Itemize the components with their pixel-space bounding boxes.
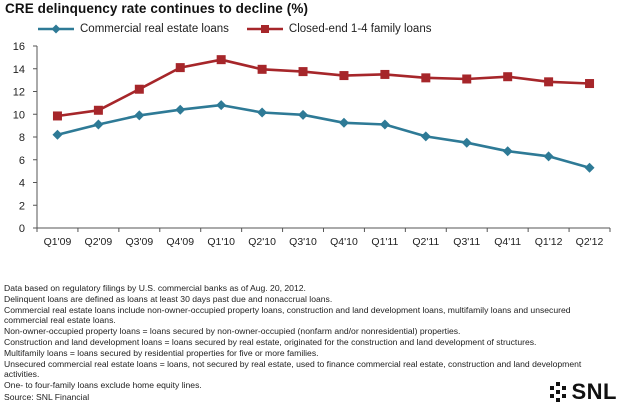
x-tick-label: Q3'09 [125, 236, 153, 248]
x-tick-label: Q1'11 [371, 236, 398, 248]
data-point-diamond [543, 151, 554, 162]
y-tick-label: 0 [19, 223, 25, 235]
data-point-diamond [502, 146, 513, 157]
note-line: Commercial real estate loans include non… [4, 304, 571, 326]
data-point-diamond [379, 119, 390, 130]
data-point-square [380, 69, 390, 79]
snl-logo-mark-icon [549, 382, 566, 402]
data-point-diamond [338, 117, 349, 128]
data-point-square [216, 55, 226, 65]
legend-swatch-commercial [38, 24, 74, 34]
data-point-diamond [584, 162, 595, 173]
series-line-1 [57, 58, 590, 118]
data-point-square [585, 79, 595, 89]
data-point-square [257, 64, 267, 74]
x-tick-label: Q4'10 [330, 236, 358, 248]
note-line: Data based on regulatory filings by U.S.… [4, 283, 306, 293]
legend-label-commercial: Commercial real estate loans [80, 23, 229, 35]
series-line-0 [57, 103, 590, 169]
data-point-square [339, 71, 349, 81]
data-point-square [175, 63, 185, 73]
data-point-square [544, 77, 554, 87]
x-tick-label: Q1'09 [44, 236, 72, 248]
x-tick-label: Q1'12 [535, 236, 563, 248]
note-line: Construction and land development loans … [4, 336, 537, 347]
data-point-diamond [216, 100, 227, 111]
y-tick-label: 4 [19, 178, 25, 190]
note-line: Unsecured commercial real estate loans =… [4, 358, 582, 380]
y-tick-label: 6 [19, 155, 25, 167]
source-line: Source: SNL Financial [4, 391, 90, 402]
y-tick-label: 12 [13, 87, 25, 99]
data-point-diamond [52, 129, 63, 140]
data-point-square [298, 67, 308, 77]
data-point-square [462, 74, 472, 84]
chart-legend: Commercial real estate loans Closed-end … [38, 23, 449, 35]
x-tick-label: Q4'11 [494, 236, 521, 248]
x-tick-label: Q2'12 [576, 236, 604, 248]
data-point-diamond [420, 131, 431, 142]
data-point-square [421, 73, 431, 83]
x-tick-label: Q1'10 [207, 236, 235, 248]
data-point-diamond [175, 104, 186, 115]
data-point-diamond [257, 107, 268, 118]
legend-label-closed-end: Closed-end 1-4 family loans [288, 23, 432, 35]
x-tick-label: Q2'09 [85, 236, 113, 248]
x-tick-label: Q2'11 [412, 236, 439, 248]
line-chart: 0 2 4 6 8 10 12 14 16 Q1'09 Q2'09 Q3'09 Q4'09 Q1'10 Q2… [13, 41, 611, 248]
data-point-diamond [298, 109, 309, 120]
data-point-square [93, 105, 103, 115]
data-point-square [134, 84, 144, 94]
data-point-diamond [93, 119, 104, 130]
snl-logo-text: SNL [571, 379, 617, 404]
data-point-diamond [461, 137, 472, 148]
y-tick-label: 8 [19, 132, 25, 144]
legend-swatch-closed-end [246, 25, 283, 33]
chart-title: CRE delinquency rate continues to declin… [5, 1, 309, 16]
data-point-square [503, 72, 513, 82]
x-tick-label: Q3'10 [289, 236, 317, 248]
data-point-square [52, 111, 62, 121]
note-line: One- to four-family loans exclude home e… [4, 380, 202, 391]
x-tick-label: Q2'10 [248, 236, 276, 248]
x-tick-label: Q3'11 [453, 236, 480, 248]
data-point-diamond [134, 110, 145, 121]
note-line: Delinquent loans are defined as loans at… [4, 293, 333, 304]
y-tick-label: 2 [19, 200, 25, 212]
y-tick-label: 16 [13, 41, 25, 53]
legend-item-closed-end: Closed-end 1-4 family loans [246, 23, 432, 35]
y-tick-label: 14 [13, 64, 25, 76]
y-tick-label: 10 [13, 109, 25, 121]
note-line: Multifamily loans = loans secured by res… [4, 347, 319, 358]
x-tick-label: Q4'09 [166, 236, 194, 248]
snl-logo: SNL [547, 379, 618, 405]
legend-item-commercial: Commercial real estate loans [38, 23, 229, 35]
note-line: Non-owner-occupied property loans = loan… [4, 326, 461, 337]
chart-notes: Data based on regulatory filings by U.S.… [4, 283, 604, 403]
